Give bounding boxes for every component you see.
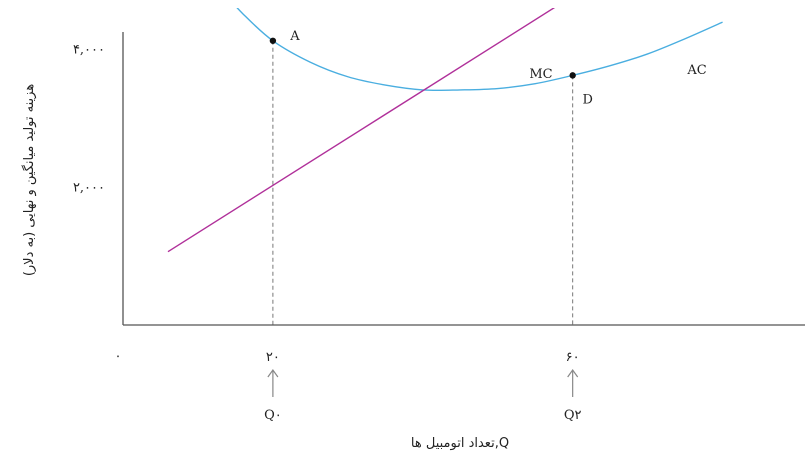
y-tick-label: ۴,۰۰۰ — [73, 42, 105, 57]
point-label-a: A — [289, 29, 300, 44]
curves — [167, 8, 723, 253]
y-axis-title: هزینه تولید میانگین و نهایی (به دلار) — [21, 84, 37, 276]
point-label-d: D — [582, 92, 592, 107]
chart-marks — [267, 37, 579, 397]
mc-label: MC — [529, 67, 552, 82]
mc-curve — [167, 8, 556, 253]
x-tick-label: ۶۰ — [566, 350, 580, 365]
chart-text: ۲,۰۰۰ ۴,۰۰۰ ۰ ۲۰ ۶۰ Q۰ Q۲ AC MC A D Q,تعداد اتومبیل… — [21, 29, 707, 451]
guide-lines — [272, 40, 574, 325]
ac-curve — [236, 8, 723, 92]
x-axis-title: Q,تعداد اتومبیل ها — [411, 436, 509, 451]
axes — [122, 32, 805, 326]
origin-label: ۰ — [115, 349, 122, 364]
x-tick-label: ۲۰ — [266, 350, 280, 365]
ac-label: AC — [686, 63, 706, 78]
y-tick-label: ۲,۰۰۰ — [73, 181, 105, 196]
up-arrow-head — [567, 368, 579, 378]
up-arrow-head — [267, 368, 279, 378]
q-marker-label: Q۲ — [564, 408, 582, 423]
q-marker-label: Q۰ — [264, 408, 282, 423]
point-d — [569, 72, 576, 79]
point-a — [269, 37, 277, 44]
